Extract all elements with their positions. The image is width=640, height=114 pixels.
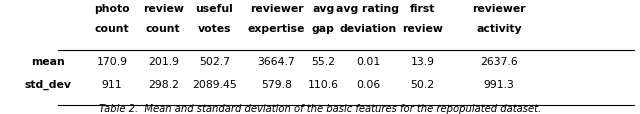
Text: 0.06: 0.06	[356, 79, 380, 89]
Text: 502.7: 502.7	[199, 56, 230, 66]
Text: 50.2: 50.2	[410, 79, 435, 89]
Text: avg: avg	[312, 4, 334, 14]
Text: 2089.45: 2089.45	[192, 79, 237, 89]
Text: 911: 911	[102, 79, 122, 89]
Text: avg rating: avg rating	[337, 4, 399, 14]
Text: 3664.7: 3664.7	[258, 56, 295, 66]
Text: 991.3: 991.3	[484, 79, 515, 89]
Text: 298.2: 298.2	[148, 79, 179, 89]
Text: reviewer: reviewer	[472, 4, 526, 14]
Text: deviation: deviation	[339, 24, 397, 34]
Text: review: review	[402, 24, 443, 34]
Text: 0.01: 0.01	[356, 56, 380, 66]
Text: 55.2: 55.2	[311, 56, 335, 66]
Text: count: count	[95, 24, 129, 34]
Text: std_dev: std_dev	[24, 79, 72, 89]
Text: activity: activity	[476, 24, 522, 34]
Text: 170.9: 170.9	[97, 56, 127, 66]
Text: 110.6: 110.6	[308, 79, 339, 89]
Text: 2637.6: 2637.6	[481, 56, 518, 66]
Text: first: first	[410, 4, 435, 14]
Text: votes: votes	[198, 24, 231, 34]
Text: expertise: expertise	[248, 24, 305, 34]
Text: 13.9: 13.9	[410, 56, 435, 66]
Text: count: count	[146, 24, 180, 34]
Text: review: review	[143, 4, 184, 14]
Text: mean: mean	[31, 56, 65, 66]
Text: Table 2.  Mean and standard deviation of the basic features for the repopulated : Table 2. Mean and standard deviation of …	[99, 103, 541, 113]
Text: 579.8: 579.8	[261, 79, 292, 89]
Text: 201.9: 201.9	[148, 56, 179, 66]
Text: photo: photo	[94, 4, 130, 14]
Text: reviewer: reviewer	[250, 4, 303, 14]
Text: gap: gap	[312, 24, 335, 34]
Text: useful: useful	[196, 4, 233, 14]
